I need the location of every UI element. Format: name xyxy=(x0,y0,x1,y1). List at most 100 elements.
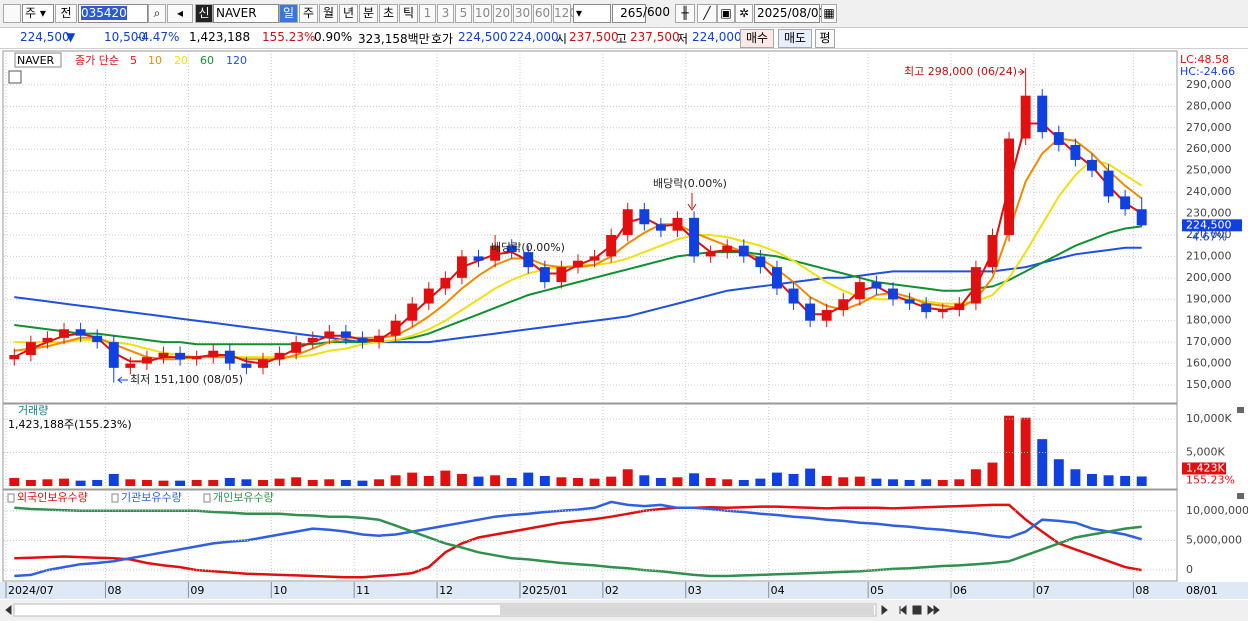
panel-close[interactable] xyxy=(1237,407,1244,413)
settings-icon[interactable]: ✲ xyxy=(735,4,753,23)
candle-body xyxy=(473,256,484,261)
sound-button[interactable]: ◂ xyxy=(167,4,193,23)
period-button[interactable]: 분 xyxy=(359,4,378,23)
volume-bar xyxy=(324,479,335,486)
volume-bar xyxy=(92,479,103,486)
interval-button[interactable]: 5 xyxy=(455,4,472,23)
volume-bar xyxy=(307,479,318,486)
interval-button[interactable]: 3 xyxy=(437,4,454,23)
save-icon[interactable]: ▣ xyxy=(717,4,735,23)
buy-button[interactable]: 매수 xyxy=(740,29,774,48)
market: 주 xyxy=(25,6,37,20)
y-tick-label: 10,000K xyxy=(1186,412,1232,425)
x-axis-bg xyxy=(0,582,1248,599)
quote-bar: 224,500 ▼ 10,500 -4.47% 1,423,188 155.23… xyxy=(0,28,1248,49)
volume-bar xyxy=(75,480,86,486)
high-label: 고 xyxy=(616,32,628,46)
volume-bar xyxy=(970,469,981,486)
candle-body xyxy=(407,303,418,321)
hc-label: HC:-24.66 xyxy=(1180,65,1235,78)
interval-button[interactable]: 60 xyxy=(533,4,552,23)
interval-button[interactable]: 120 xyxy=(553,4,577,23)
interval-button[interactable]: 1 xyxy=(419,4,436,23)
code-input[interactable]: 035420 xyxy=(78,4,148,23)
tool-icon[interactable]: ╱ xyxy=(697,4,717,23)
volume-bar xyxy=(191,479,202,486)
candle-body xyxy=(1037,95,1048,133)
y-tick-label: 180,000 xyxy=(1186,314,1232,327)
date-input[interactable]: 2025/08/01 xyxy=(754,4,826,23)
volume-pct: 155.23% xyxy=(262,30,316,44)
y-tick-label: 170,000 xyxy=(1186,335,1232,348)
y-tick-label: 200,000 xyxy=(1186,271,1232,284)
y-tick-label: 240,000 xyxy=(1186,185,1232,198)
legend-item: 개인보유수량 xyxy=(213,491,274,504)
volume-bar xyxy=(340,479,351,486)
change-arrow: ▼ xyxy=(66,30,76,44)
panel-close[interactable] xyxy=(1237,493,1244,499)
interval-select[interactable]: ▾ xyxy=(573,4,611,23)
lc-label: LC:48.58 xyxy=(1180,53,1229,66)
volume-bar xyxy=(258,479,268,486)
open-label: 시 xyxy=(556,32,568,46)
tool-icon[interactable]: ╫ xyxy=(675,4,695,23)
candle-body xyxy=(42,337,53,343)
holding-line xyxy=(14,500,1143,578)
volume-bar xyxy=(1136,476,1147,486)
annotation: 최고 298,000 (06/24) xyxy=(904,65,1017,78)
last-volume-pct: 155.23% xyxy=(1186,473,1235,486)
new-button[interactable]: 신 xyxy=(195,4,213,23)
candle-body xyxy=(374,335,385,343)
sell-button[interactable]: 매도 xyxy=(778,29,812,48)
interval-button[interactable]: 20 xyxy=(493,4,512,23)
period-button[interactable]: 월 xyxy=(319,4,338,23)
y-tick-label: 270,000 xyxy=(1186,121,1232,134)
table-icon[interactable] xyxy=(8,70,22,84)
x-tick-label: 02 xyxy=(605,584,619,597)
volume-bar xyxy=(1004,415,1015,486)
legend-item: 5 xyxy=(130,54,137,67)
volume-bar xyxy=(407,472,418,486)
period-button[interactable]: 주 xyxy=(299,4,318,23)
volume-bar xyxy=(1020,417,1031,486)
candle-body xyxy=(1120,196,1131,210)
volume-bar xyxy=(921,479,932,486)
interval-button[interactable]: 10 xyxy=(473,4,492,23)
change-pct: -4.47% xyxy=(137,30,180,44)
change: 10,500 xyxy=(104,30,146,44)
period-button[interactable]: 일 xyxy=(279,4,298,23)
x-tick-label: 09 xyxy=(190,584,204,597)
interval-button[interactable]: 30 xyxy=(513,4,532,23)
last-change: -4.67% xyxy=(1188,230,1227,243)
period-button[interactable]: 년 xyxy=(339,4,358,23)
calendar-icon[interactable]: ▦ xyxy=(821,4,837,23)
period-button[interactable]: 초 xyxy=(379,4,398,23)
x-tick-label: 06 xyxy=(953,584,967,597)
name-input[interactable]: NAVER xyxy=(213,4,279,23)
x-tick-label: 04 xyxy=(771,584,785,597)
period-button[interactable]: 틱 xyxy=(399,4,418,23)
candle-body xyxy=(921,303,932,313)
volume-bar xyxy=(805,468,816,486)
candle-body xyxy=(258,359,268,368)
search-button[interactable]: ⌕ xyxy=(148,4,166,23)
scroll-thumb[interactable] xyxy=(500,605,874,615)
annotation: 배당락(0.00%) xyxy=(491,241,565,254)
candle-body xyxy=(871,282,882,289)
market-select[interactable]: 주 ▾ xyxy=(22,4,54,23)
ask-label: 호가 xyxy=(431,32,454,46)
volume-bar xyxy=(523,472,534,486)
volume-bar xyxy=(423,475,434,486)
scroll-buttons[interactable] xyxy=(5,604,940,616)
volume-bar xyxy=(374,479,385,486)
avg-button[interactable]: 평 xyxy=(815,29,835,48)
candle-body xyxy=(456,256,467,278)
symbol-box xyxy=(14,52,62,68)
prev-button[interactable]: 전 xyxy=(55,4,77,23)
volume-subtitle: 1,423,188주(155.23%) xyxy=(8,418,132,431)
count-input[interactable]: 265 xyxy=(612,4,646,23)
volume-bar xyxy=(175,480,186,486)
candle-body xyxy=(738,245,749,257)
chart-icon[interactable] xyxy=(3,4,21,23)
candle-body xyxy=(1103,170,1114,197)
